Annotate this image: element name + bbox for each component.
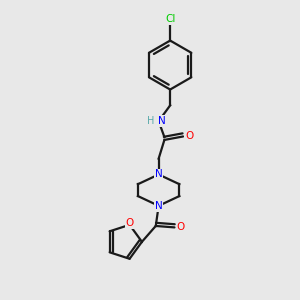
Text: O: O bbox=[177, 222, 185, 233]
Text: O: O bbox=[185, 131, 194, 142]
Text: H: H bbox=[147, 116, 154, 126]
Text: N: N bbox=[155, 169, 163, 179]
Text: O: O bbox=[125, 218, 134, 228]
Text: N: N bbox=[155, 201, 163, 211]
Text: N: N bbox=[155, 169, 163, 179]
Text: Cl: Cl bbox=[165, 14, 175, 24]
Text: N: N bbox=[158, 116, 165, 126]
